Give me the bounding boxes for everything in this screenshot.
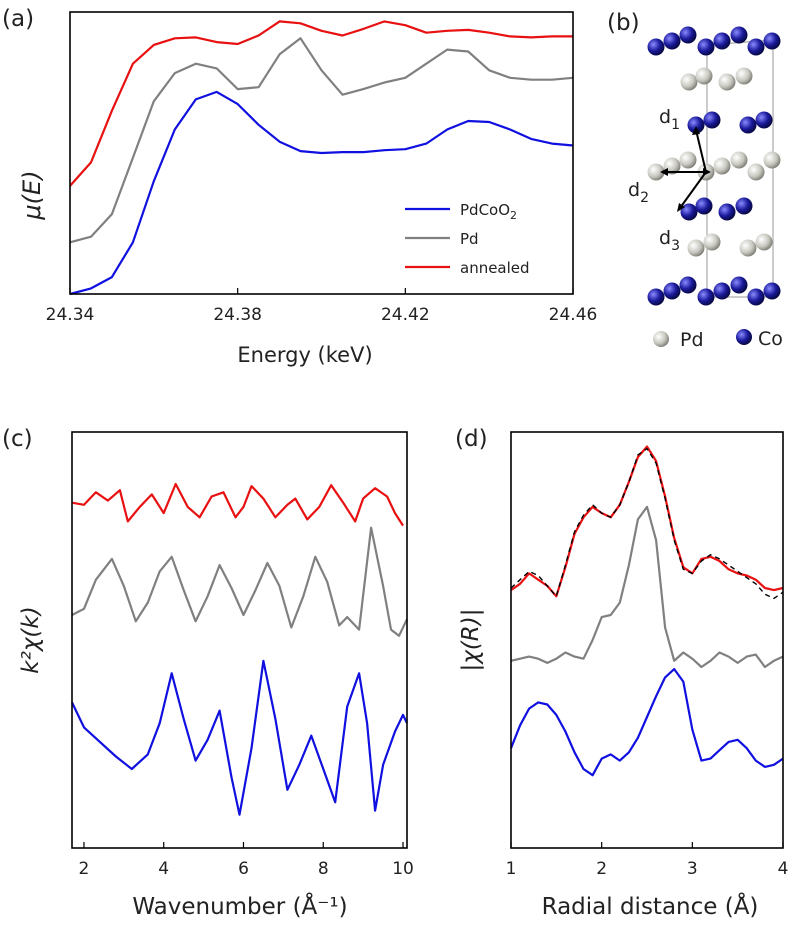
co-atom bbox=[747, 288, 765, 306]
panel-a-ylabel: μ(E) bbox=[18, 170, 46, 220]
pd-atom bbox=[739, 239, 757, 257]
co-atom bbox=[739, 116, 757, 134]
co-atom bbox=[763, 282, 781, 300]
xtick-label-a-0: 24.34 bbox=[46, 305, 95, 325]
pd-atom bbox=[718, 73, 736, 91]
co-atom bbox=[730, 276, 748, 294]
pd-atom bbox=[747, 163, 765, 181]
co-atom bbox=[697, 288, 715, 306]
pd-atom bbox=[679, 151, 697, 169]
panel-d-chart: 1 2 3 4 Radial distance (Å) |χ(R)| bbox=[458, 431, 789, 920]
series-line-c-Pd bbox=[71, 526, 408, 637]
pd-atom bbox=[680, 73, 698, 91]
co-atom bbox=[703, 111, 721, 129]
co-atom bbox=[763, 32, 781, 50]
series-line-a-Pd bbox=[69, 37, 574, 244]
xtick-label-c-3: 8 bbox=[318, 859, 329, 879]
panel-d-frame bbox=[510, 431, 784, 849]
series-line-d-fit bbox=[510, 447, 784, 600]
pd-atom bbox=[735, 67, 753, 85]
co-atom bbox=[647, 288, 665, 306]
pd-atom bbox=[695, 67, 713, 85]
pd-atom-key bbox=[653, 331, 669, 347]
panel-d-xlabel: Radial distance (Å) bbox=[542, 892, 759, 920]
pd-atom bbox=[763, 151, 781, 169]
xtick-label-a-3: 24.46 bbox=[549, 305, 598, 325]
legend-pd-label: Pd bbox=[680, 329, 704, 351]
panel-b-tag: (b) bbox=[607, 10, 640, 36]
co-atom bbox=[730, 26, 748, 44]
series-line-a-PdCoO2 bbox=[69, 90, 574, 296]
xtick-label-a-1: 24.38 bbox=[213, 305, 262, 325]
series-line-c-PdCoO2 bbox=[71, 659, 408, 816]
xtick-label-c-0: 2 bbox=[79, 859, 90, 879]
co-atom bbox=[663, 282, 681, 300]
label-d2: d2 bbox=[628, 179, 649, 206]
pd-atom bbox=[703, 233, 721, 251]
panel-d-ylabel: |χ(R)| bbox=[458, 608, 484, 671]
xtick-label-c-4: 10 bbox=[392, 859, 414, 879]
panel-c-ylabel: k²χ(k) bbox=[18, 606, 44, 673]
structure-legend: Pd Co bbox=[653, 328, 783, 351]
xtick-label-d-0: 1 bbox=[506, 859, 517, 879]
series-line-a-annealed bbox=[69, 20, 573, 187]
series-line-d-Pd bbox=[510, 505, 784, 669]
series-line-c-annealed bbox=[71, 482, 404, 527]
co-atom bbox=[713, 282, 731, 300]
panel-a-chart: 24.34 24.38 24.42 24.46 Energy (keV) μ(E) P… bbox=[18, 11, 598, 367]
co-atom bbox=[679, 276, 697, 294]
co-atom bbox=[680, 203, 698, 221]
panel-a-frame bbox=[69, 11, 574, 295]
label-d3: d3 bbox=[659, 227, 680, 254]
xtick-label-d-2: 3 bbox=[687, 859, 698, 879]
legend-label-PdCoO2: PdCoO2 bbox=[460, 201, 517, 222]
co-atom bbox=[697, 38, 715, 56]
co-atom bbox=[695, 197, 713, 215]
pd-atom bbox=[730, 151, 748, 169]
co-atom bbox=[713, 32, 731, 50]
panel-c-tag: (c) bbox=[2, 426, 33, 452]
co-atom-key bbox=[736, 329, 752, 345]
xtick-label-d-3: 4 bbox=[778, 859, 789, 879]
series-line-d-annealed bbox=[510, 445, 784, 598]
label-d1: d1 bbox=[659, 106, 680, 133]
co-atom bbox=[747, 38, 765, 56]
co-atom bbox=[679, 26, 697, 44]
panel-a-tag: (a) bbox=[2, 6, 34, 32]
panel-a-xlabel: Energy (keV) bbox=[237, 343, 372, 367]
co-atom bbox=[647, 38, 665, 56]
pd-atom bbox=[713, 157, 731, 175]
panel-c-chart: 2 4 6 8 10 Wavenumber (Å⁻¹) k²χ(k) bbox=[18, 431, 414, 920]
pd-atom bbox=[687, 239, 705, 257]
co-atom bbox=[755, 111, 773, 129]
xtick-label-d-1: 2 bbox=[596, 859, 607, 879]
legend-co-label: Co bbox=[758, 328, 783, 350]
xtick-label-c-2: 6 bbox=[238, 859, 249, 879]
panel-c-xlabel: Wavenumber (Å⁻¹) bbox=[132, 892, 347, 920]
crystal-structure: d1 d2 d3 Pd Co bbox=[628, 26, 783, 351]
pd-atom bbox=[647, 163, 665, 181]
co-atom bbox=[687, 116, 705, 134]
panel-a-legend: PdCoO2 Pd annealed bbox=[405, 201, 530, 277]
bond-arrows bbox=[660, 126, 711, 212]
pd-atom bbox=[755, 233, 773, 251]
xtick-label-a-2: 24.42 bbox=[381, 305, 430, 325]
panel-d-tag: (d) bbox=[455, 426, 488, 452]
co-atom bbox=[735, 197, 753, 215]
co-atom bbox=[718, 203, 736, 221]
legend-label-annealed: annealed bbox=[460, 259, 530, 277]
legend-label-Pd: Pd bbox=[460, 230, 479, 248]
xtick-label-c-1: 4 bbox=[158, 859, 169, 879]
co-atom bbox=[663, 32, 681, 50]
panel-c-frame bbox=[71, 431, 408, 849]
series-line-d-PdCoO2 bbox=[509, 668, 784, 777]
